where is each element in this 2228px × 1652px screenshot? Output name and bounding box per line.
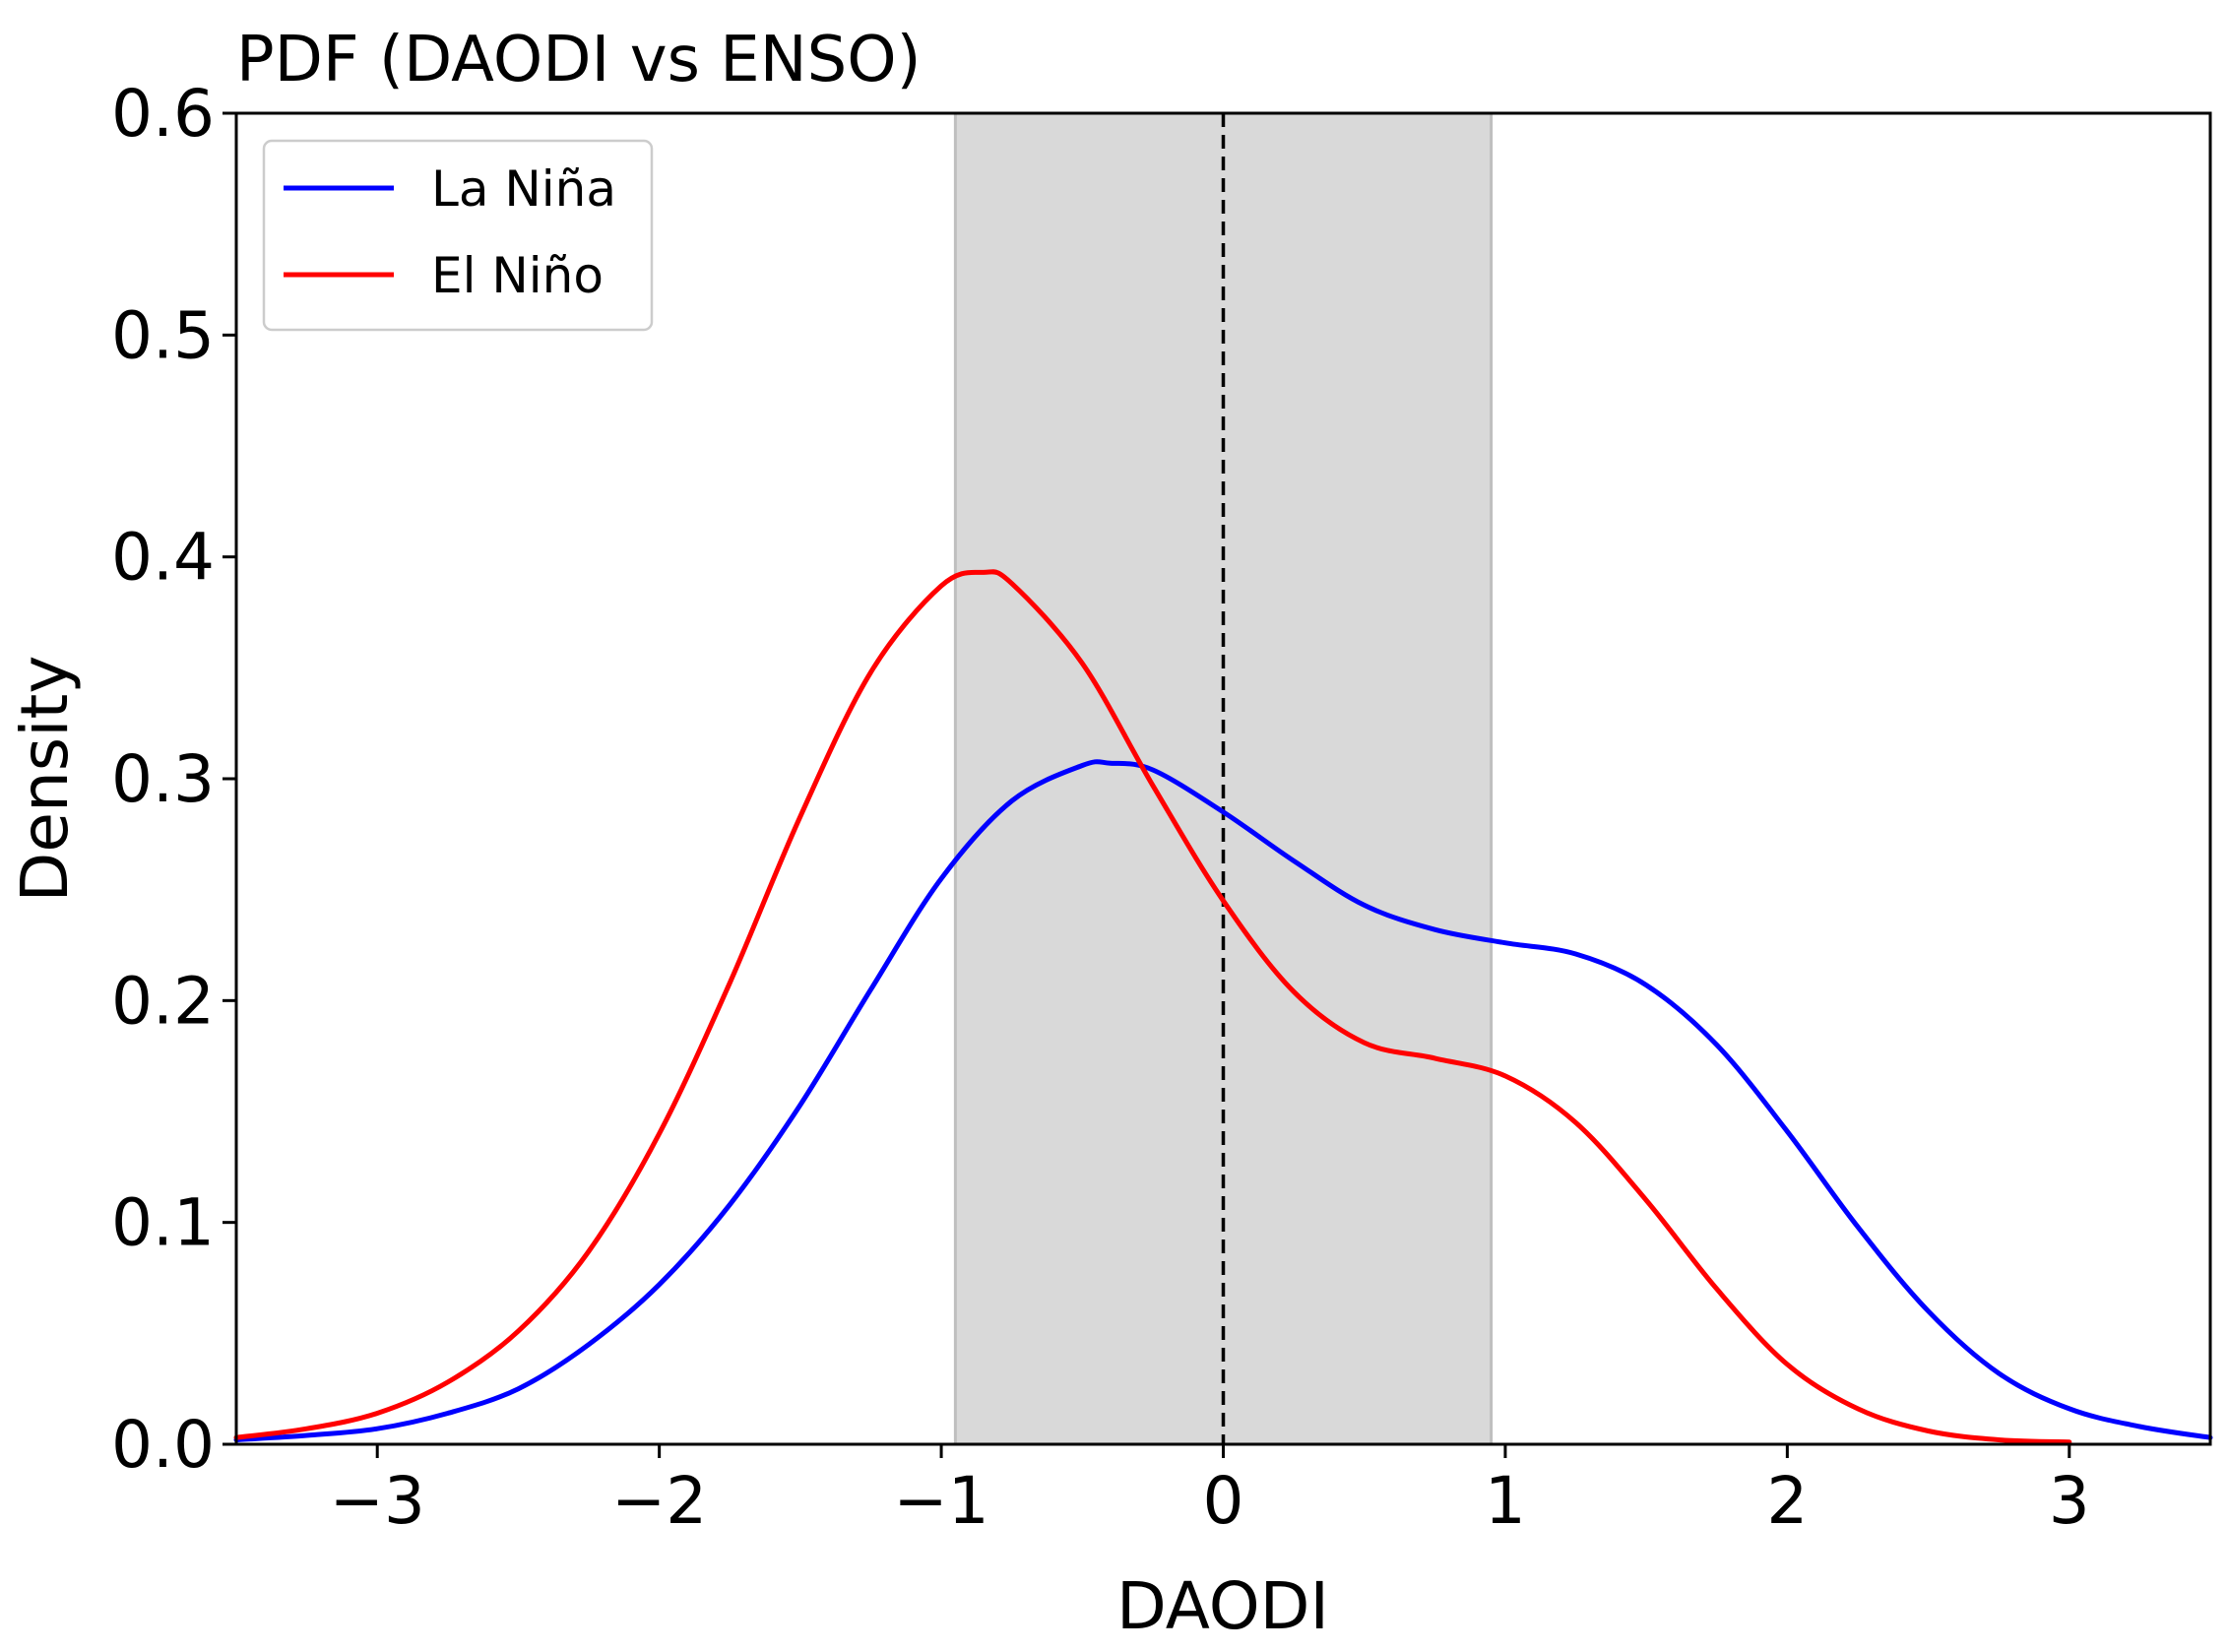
y-tick-label: 0.3 bbox=[111, 741, 215, 817]
x-axis-label: DAODI bbox=[1116, 1568, 1329, 1644]
x-axis-ticks: −3 −2 −1 0 1 2 3 bbox=[330, 1444, 2090, 1539]
y-axis-label: Density bbox=[7, 656, 83, 903]
series-line-el-nino bbox=[233, 569, 2072, 1445]
legend-label-la-nina: La Niña bbox=[431, 160, 616, 218]
chart-title: PDF (DAODI vs ENSO) bbox=[236, 24, 922, 96]
y-tick-label: 0.1 bbox=[111, 1185, 215, 1261]
x-tick-label: 3 bbox=[2049, 1463, 2090, 1539]
series-layer bbox=[233, 569, 2213, 1445]
y-tick-label: 0.6 bbox=[111, 76, 215, 152]
x-tick-label: 1 bbox=[1485, 1463, 1526, 1539]
x-tick-label: 2 bbox=[1766, 1463, 1808, 1539]
x-tick-label: 0 bbox=[1203, 1463, 1244, 1539]
y-tick-label: 0.4 bbox=[111, 520, 215, 596]
y-tick-label: 0.2 bbox=[111, 963, 215, 1039]
x-tick-label: −1 bbox=[893, 1463, 988, 1539]
y-axis-ticks: 0.0 0.1 0.2 0.3 0.4 0.5 0.6 bbox=[111, 76, 236, 1483]
x-tick-label: −3 bbox=[330, 1463, 425, 1539]
x-tick-label: −2 bbox=[611, 1463, 707, 1539]
y-tick-label: 0.5 bbox=[111, 297, 215, 373]
legend-label-el-nino: El Niño bbox=[431, 247, 604, 304]
legend: La Niña El Niño bbox=[262, 139, 654, 332]
y-tick-label: 0.0 bbox=[111, 1407, 215, 1483]
series-line-la-nina bbox=[233, 759, 2213, 1442]
